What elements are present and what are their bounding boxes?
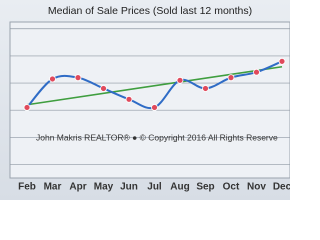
x-tick-label: Nov [247, 182, 266, 193]
marker [49, 75, 56, 83]
x-tick-label: Apr [69, 182, 86, 193]
marker [227, 74, 235, 82]
x-tick-label: Jun [120, 182, 138, 193]
x-tick-label: Sep [196, 182, 214, 193]
x-tick-label: Aug [170, 182, 189, 193]
marker [253, 68, 260, 76]
trend-line [26, 65, 283, 106]
marker [151, 104, 158, 111]
watermark: John Makris REALTOR® ● © Copyright 2016 … [36, 132, 278, 142]
marker [74, 74, 82, 82]
x-tick-label: Dec [273, 182, 290, 193]
chart: Median of Sale Prices (Sold last 12 mont… [0, 0, 290, 200]
marker [176, 76, 184, 84]
marker [202, 85, 209, 92]
x-tick-label: Feb [18, 182, 36, 193]
chart-title: Median of Sale Prices (Sold last 12 mont… [48, 5, 252, 17]
marker [100, 85, 107, 92]
plot-area [9, 21, 290, 179]
marker [23, 104, 31, 111]
x-tick-label: Oct [223, 182, 240, 193]
marker [278, 57, 286, 65]
page: {"chart_data": {"type": "line", "title":… [0, 0, 290, 200]
marker [125, 95, 133, 103]
x-tick-label: Mar [44, 182, 62, 193]
x-tick-label: May [94, 182, 114, 193]
x-tick-label: Jul [147, 182, 162, 193]
